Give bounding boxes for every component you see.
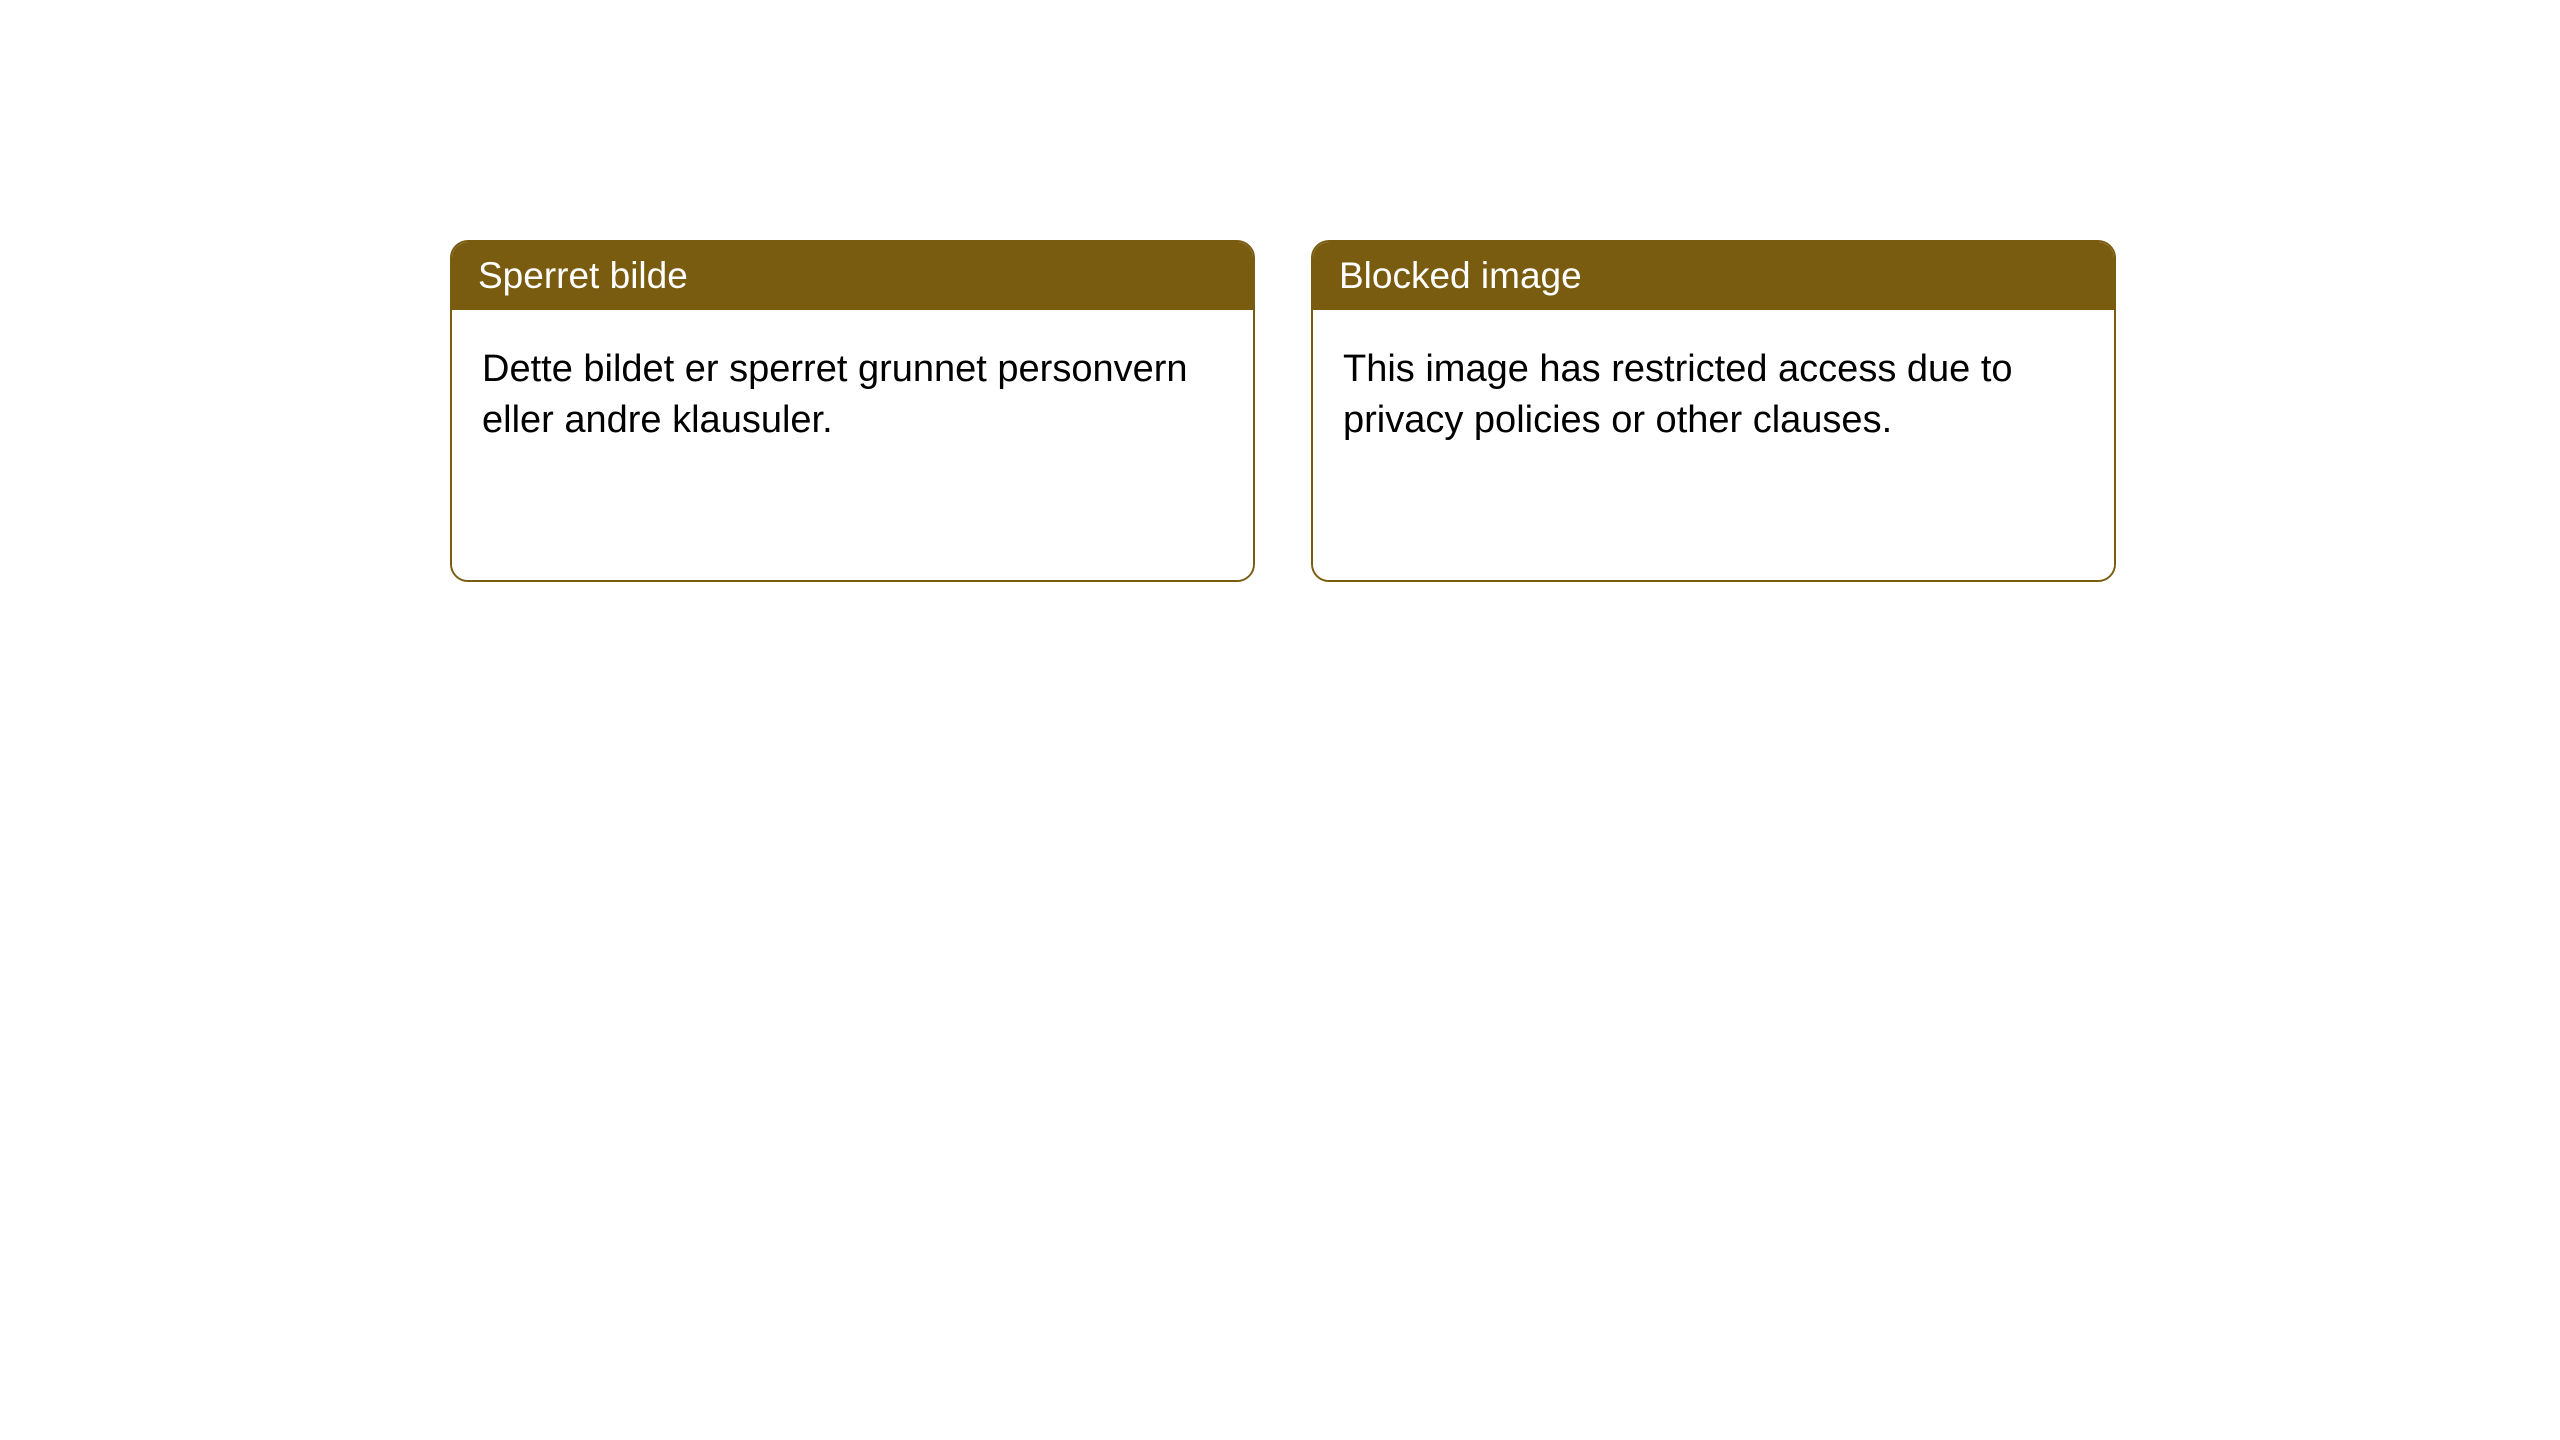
- card-body-no: Dette bildet er sperret grunnet personve…: [452, 310, 1253, 580]
- blocked-image-card-en: Blocked image This image has restricted …: [1311, 240, 2116, 582]
- card-header-no: Sperret bilde: [452, 242, 1253, 310]
- card-title-no: Sperret bilde: [478, 255, 688, 296]
- card-body-en: This image has restricted access due to …: [1313, 310, 2114, 580]
- blocked-image-card-no: Sperret bilde Dette bildet er sperret gr…: [450, 240, 1255, 582]
- card-title-en: Blocked image: [1339, 255, 1582, 296]
- card-header-en: Blocked image: [1313, 242, 2114, 310]
- card-message-no: Dette bildet er sperret grunnet personve…: [482, 348, 1188, 441]
- card-message-en: This image has restricted access due to …: [1343, 348, 2013, 441]
- notice-container: Sperret bilde Dette bildet er sperret gr…: [0, 0, 2560, 582]
